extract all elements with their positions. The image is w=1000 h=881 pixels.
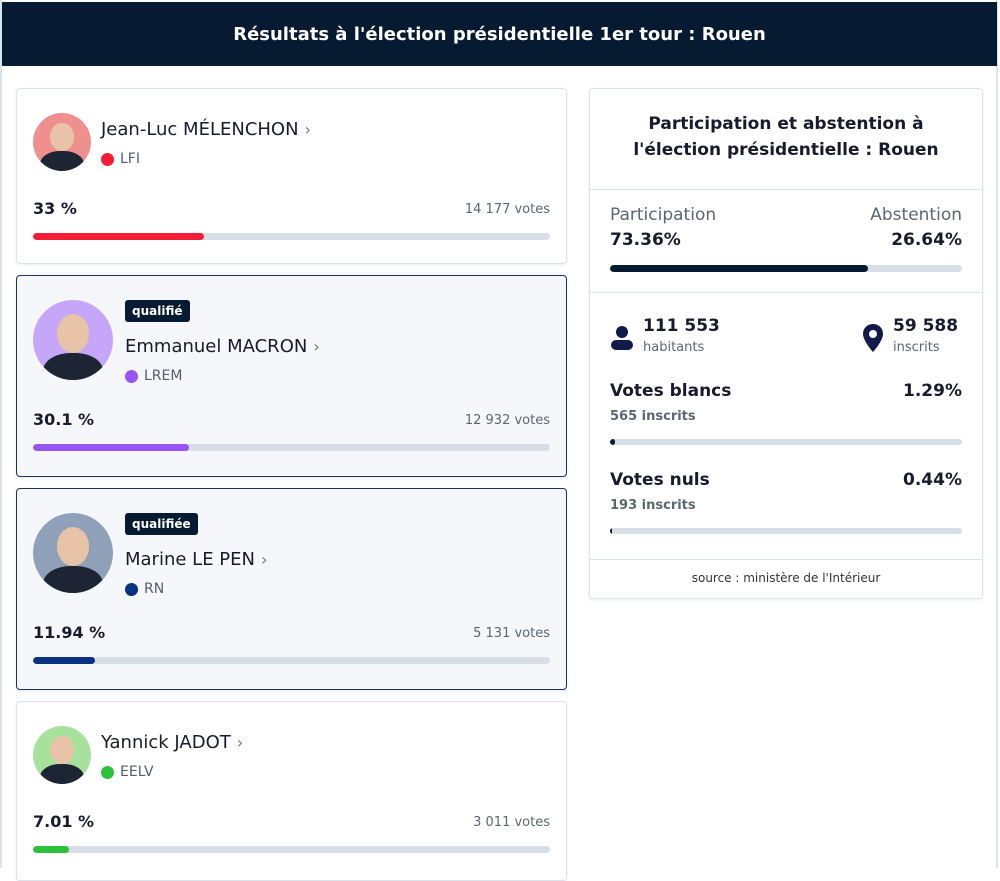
abstention-value: 26.64% <box>891 230 962 250</box>
vote-count: 12 932 votes <box>464 413 550 428</box>
party-name: EELV <box>120 764 154 780</box>
party-color-dot <box>101 765 114 779</box>
party-name: RN <box>144 581 165 597</box>
vote-bar <box>33 657 550 664</box>
chevron-right-icon: › <box>236 733 244 752</box>
candidate-photo <box>33 113 91 171</box>
party-color-dot <box>125 369 138 383</box>
party: EELV <box>101 764 154 780</box>
chevron-right-icon: › <box>313 337 320 356</box>
party: RN <box>125 581 164 597</box>
divider <box>590 559 982 560</box>
candidate-name: Jean-Luc MÉLENCHON <box>101 119 299 140</box>
qualified-badge: qualifié <box>125 300 190 322</box>
vote-bar-fill <box>33 444 189 451</box>
party-name: LFI <box>120 151 140 167</box>
candidate-photo <box>33 513 113 593</box>
participation-label: Participation <box>610 205 717 225</box>
vote-percent: 7.01 % <box>33 812 95 831</box>
vote-count: 14 177 votes <box>464 202 550 217</box>
inscrits-label: inscrits <box>893 340 940 355</box>
candidate-card[interactable]: Jean-Luc MÉLENCHON › LFI 33 % 14 177 vote… <box>16 88 567 264</box>
candidate-photo <box>33 726 91 784</box>
inscrits-value: 59 588 <box>893 316 959 336</box>
party-color-dot <box>125 582 138 596</box>
candidate-card[interactable]: Yannick JADOT › EELV 7.01 % 3 011 votes <box>16 701 567 881</box>
habitants-label: habitants <box>643 340 705 355</box>
blancs-bar <box>610 439 962 445</box>
party: LFI <box>101 151 140 167</box>
participation-title: Participation et abstention à l'élection… <box>633 114 939 160</box>
page-title: Résultats à l'élection présidentielle 1e… <box>2 2 997 66</box>
candidate-name-link[interactable]: Marine LE PEN › <box>125 549 267 570</box>
candidate-name: Marine LE PEN <box>125 549 255 570</box>
nuls-value: 0.44% <box>903 470 962 490</box>
candidate-name-link[interactable]: Yannick JADOT › <box>101 732 243 753</box>
participation-panel: Participation et abstention à l'élection… <box>589 88 983 599</box>
candidate-card[interactable]: qualifié Emmanuel MACRON › LREM 30.1 % 12… <box>16 275 567 477</box>
chevron-right-icon: › <box>304 120 311 139</box>
candidate-name: Emmanuel MACRON <box>125 336 308 357</box>
vote-bar <box>33 846 550 853</box>
vote-percent: 33 % <box>33 199 77 218</box>
party: LREM <box>125 368 182 384</box>
abstention-label: Abstention <box>870 205 962 225</box>
vote-bar <box>33 444 550 451</box>
blancs-label: Votes blancs <box>610 381 732 401</box>
vote-bar-fill <box>33 657 95 664</box>
habitants-value: 111 553 <box>643 316 720 336</box>
vote-percent: 11.94 % <box>33 623 106 642</box>
candidate-photo <box>33 300 113 380</box>
qualified-badge: qualifiée <box>125 513 198 535</box>
divider <box>590 189 982 190</box>
blancs-sub: 565 inscrits <box>610 409 696 424</box>
candidate-name-link[interactable]: Jean-Luc MÉLENCHON › <box>101 119 311 140</box>
source-note: source : ministère de l'Intérieur <box>691 571 881 585</box>
vote-bar-fill <box>33 846 70 853</box>
candidate-name-link[interactable]: Emmanuel MACRON › <box>125 336 320 357</box>
nuls-label: Votes nuls <box>610 470 710 490</box>
location-pin-icon <box>863 324 883 352</box>
party-name: LREM <box>144 368 183 384</box>
nuls-sub: 193 inscrits <box>610 498 696 513</box>
participation-bar <box>610 265 962 272</box>
blancs-value: 1.29% <box>903 381 962 401</box>
candidate-name: Yannick JADOT <box>101 732 231 753</box>
divider <box>590 292 982 293</box>
nuls-bar <box>610 528 962 534</box>
vote-count: 3 011 votes <box>473 815 550 830</box>
vote-bar <box>33 233 550 240</box>
chevron-right-icon: › <box>260 550 268 569</box>
participation-value: 73.36% <box>610 230 681 250</box>
party-color-dot <box>101 152 114 166</box>
vote-bar-fill <box>33 233 204 240</box>
vote-percent: 30.1 % <box>33 410 95 429</box>
candidate-card[interactable]: qualifiée Marine LE PEN › RN 11.94 % 5 13… <box>16 488 567 690</box>
vote-count: 5 131 votes <box>473 626 550 641</box>
person-icon <box>611 326 633 350</box>
